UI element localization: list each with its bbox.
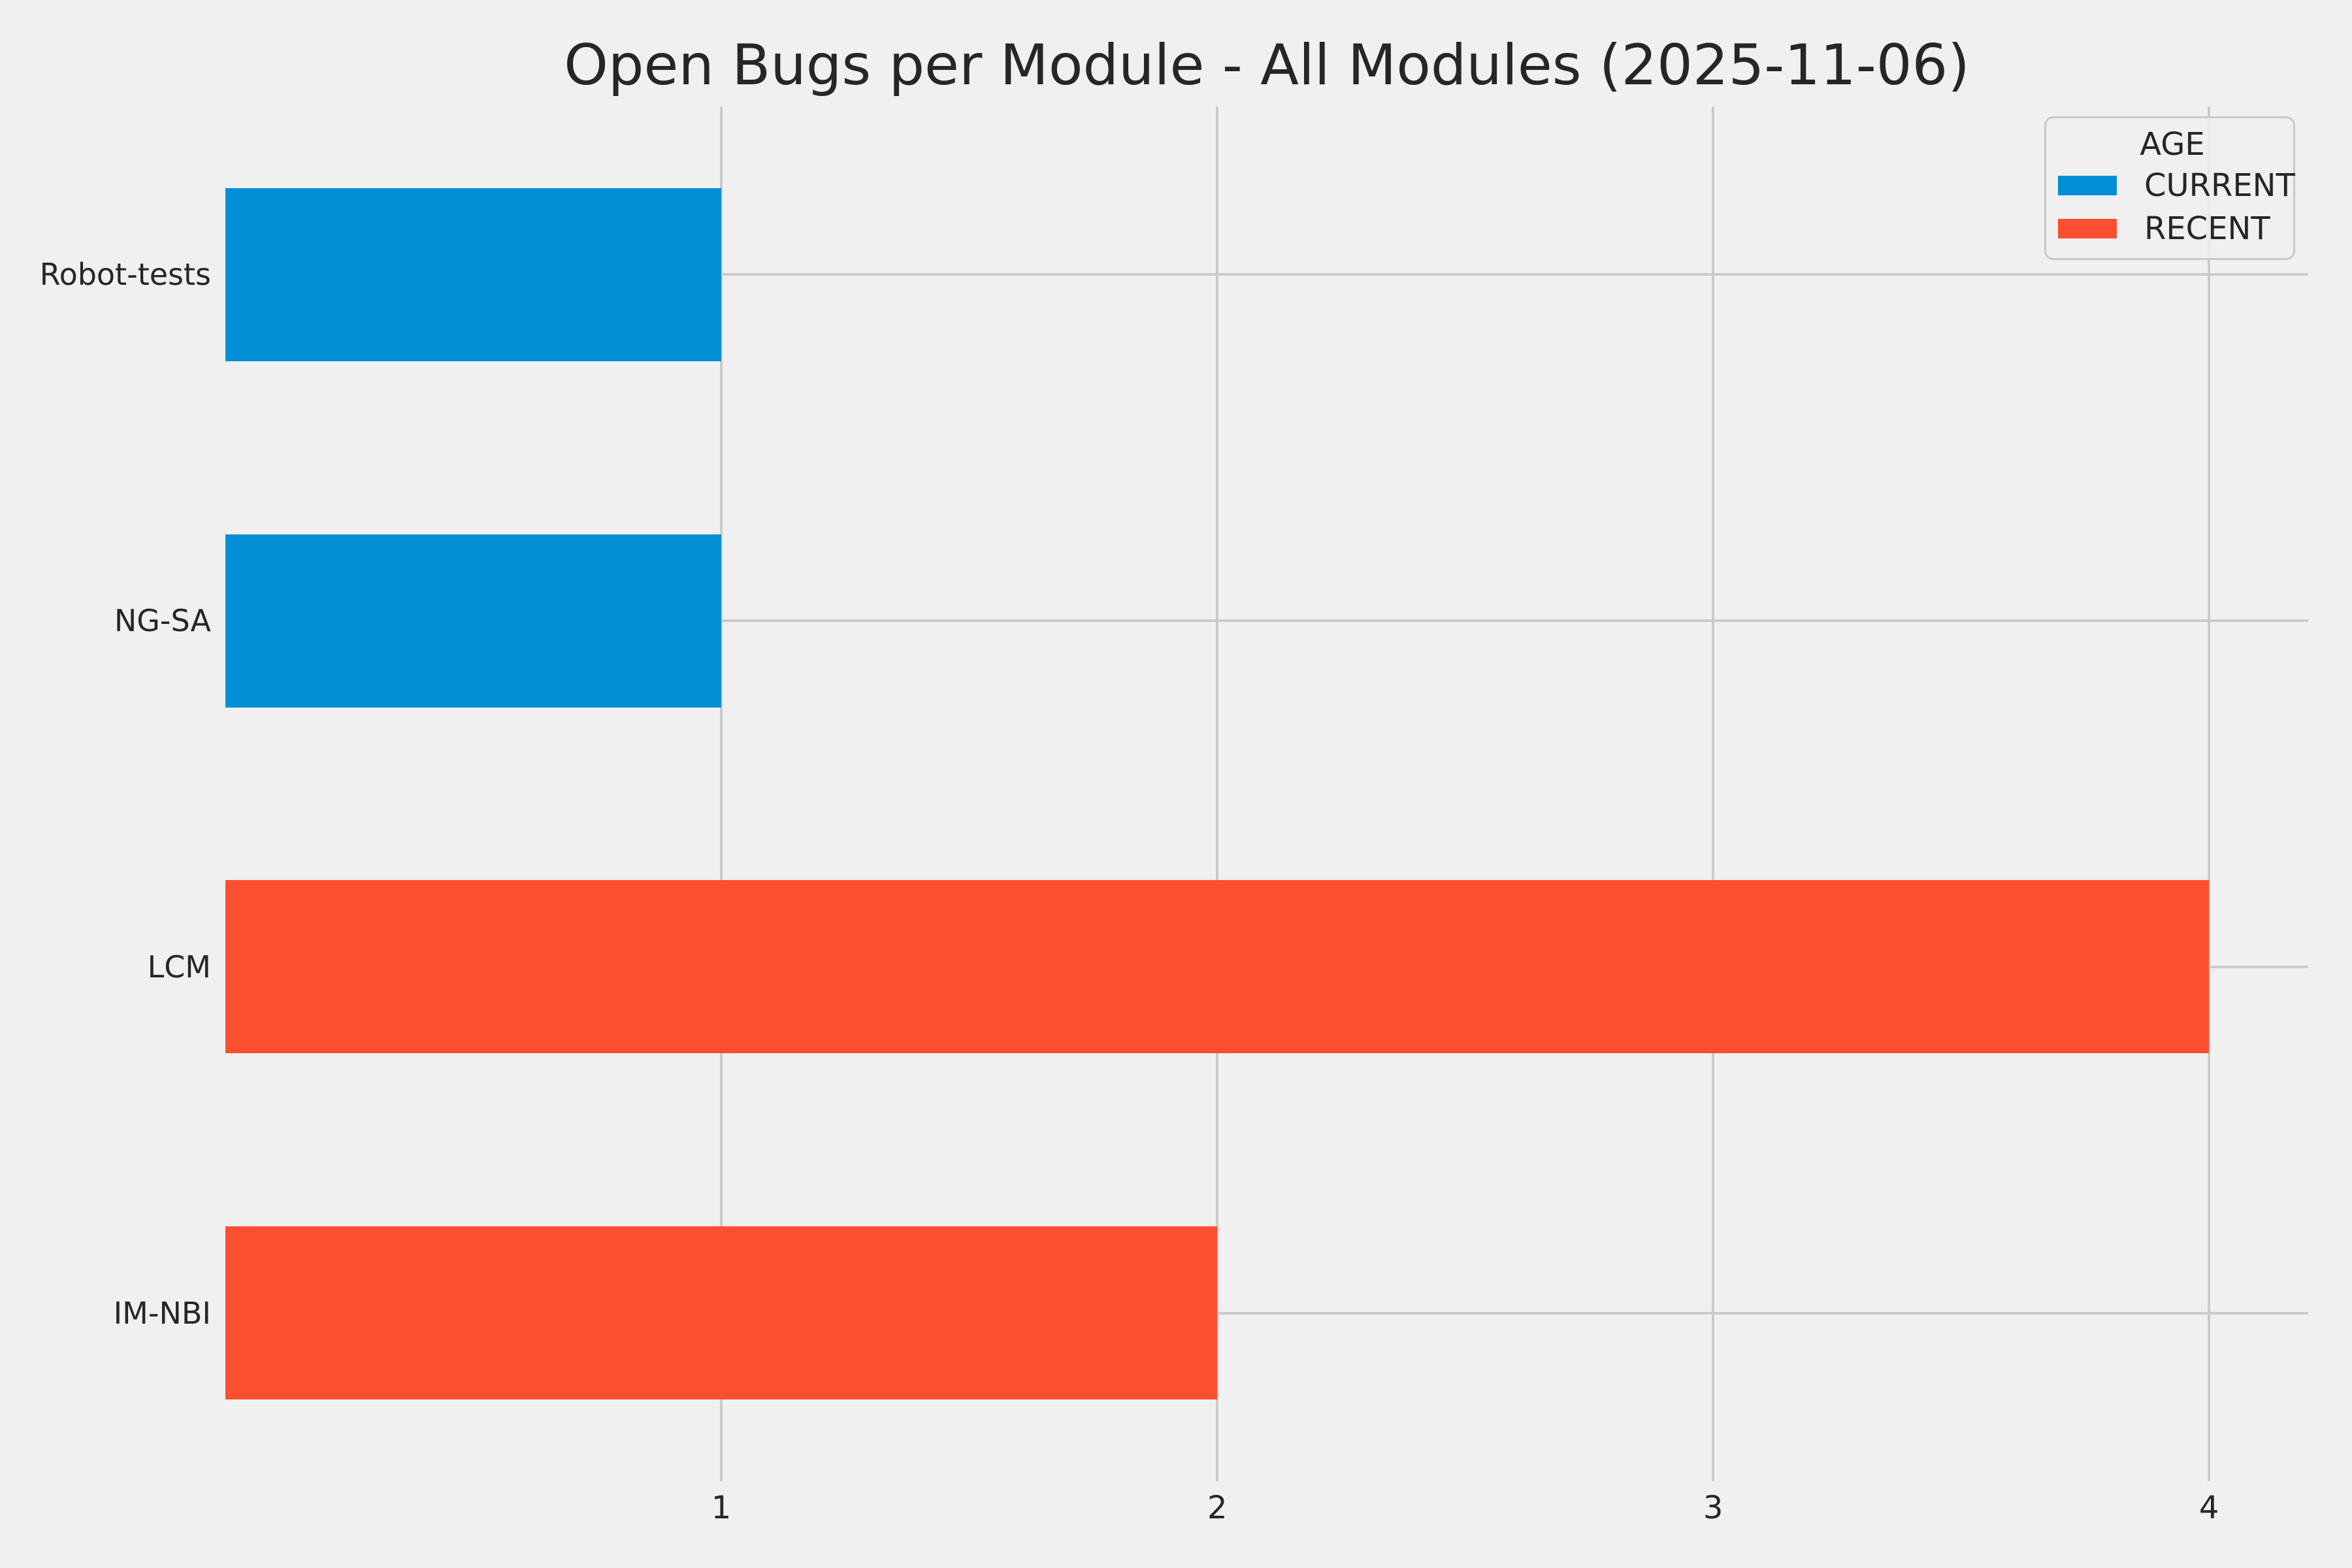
y-tick-label: NG-SA	[114, 603, 211, 638]
gridline-horizontal	[225, 619, 2308, 622]
legend-entry-label: CURRENT	[2144, 167, 2295, 204]
legend-entry-label: RECENT	[2144, 210, 2270, 247]
x-tick-label: 2	[1207, 1490, 1228, 1526]
legend-title: AGE	[2140, 126, 2205, 163]
gridline-vertical	[1712, 106, 1715, 1481]
gridline-horizontal	[225, 1311, 2308, 1315]
gridline-vertical	[2208, 106, 2211, 1481]
legend: AGE CURRENT RECENT	[2044, 116, 2295, 260]
bar-NG-SA	[225, 534, 722, 708]
legend-entry: CURRENT	[2058, 164, 2295, 207]
y-tick-label: IM-NBI	[113, 1295, 211, 1331]
bar-Robot-tests	[225, 188, 722, 361]
y-tick-label: Robot-tests	[39, 257, 211, 293]
bar-IM-NBI	[225, 1226, 1218, 1400]
legend-swatch	[2058, 219, 2117, 238]
gridline-vertical	[1216, 106, 1219, 1481]
bar-LCM	[225, 880, 2210, 1054]
x-tick-label: 3	[1703, 1490, 1723, 1526]
chart-title: Open Bugs per Module - All Modules (2025…	[564, 33, 1970, 98]
legend-entries: CURRENT RECENT	[2058, 164, 2295, 250]
y-tick-label: LCM	[147, 949, 211, 985]
legend-entry: RECENT	[2058, 207, 2287, 250]
gridline-horizontal	[225, 273, 2308, 276]
x-tick-label: 1	[711, 1490, 732, 1526]
legend-swatch	[2058, 176, 2117, 195]
x-tick-label: 4	[2198, 1490, 2219, 1526]
gridline-vertical	[720, 106, 723, 1481]
plot-area	[225, 106, 2308, 1481]
